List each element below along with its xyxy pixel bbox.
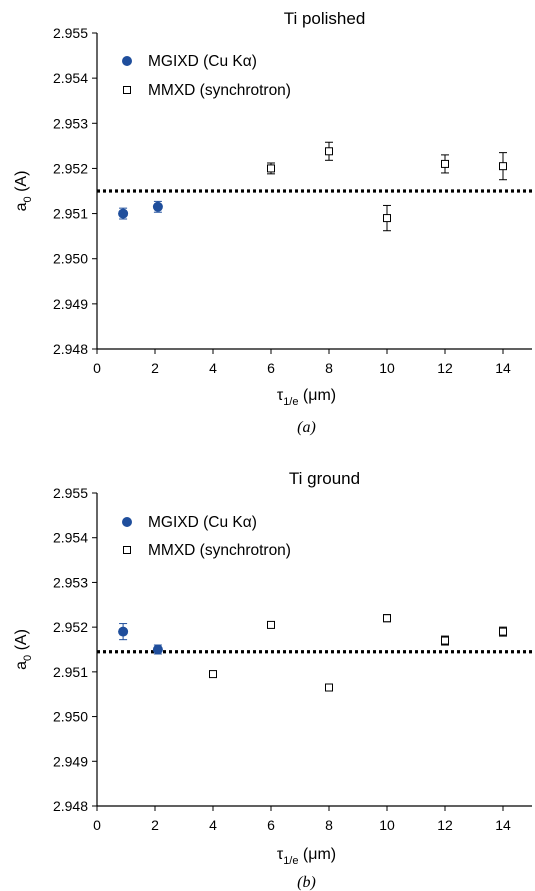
x-tick-label: 8 — [325, 817, 333, 833]
x-tick-label: 0 — [93, 360, 101, 376]
data-point — [499, 627, 507, 636]
data-point — [267, 620, 275, 629]
y-tick-label: 2.949 — [53, 296, 88, 312]
x-tick-label: 2 — [151, 817, 159, 833]
y-tick-label: 2.954 — [53, 530, 88, 546]
y-tick-label: 2.953 — [53, 574, 88, 590]
x-axis-label-base: τ — [277, 387, 284, 404]
x-tick-label: 2 — [151, 360, 159, 376]
y-axis-label-base: a — [13, 661, 30, 670]
legend-label: MMXD (synchrotron) — [148, 542, 291, 559]
x-axis-label: τ1/e (μm) — [277, 846, 336, 867]
series-1 — [209, 614, 507, 692]
y-tick-label: 2.948 — [53, 798, 88, 814]
data-point — [152, 644, 163, 655]
chart-panel-0: Ti polished 2.948 2.949 2.950 2.951 2.952 2.95… — [13, 9, 532, 436]
chart-title: Ti polished — [284, 9, 366, 28]
series-0 — [118, 623, 163, 655]
y-axis-label-sub: 0 — [22, 655, 34, 661]
x-axis-label-unit: (μm) — [298, 846, 336, 863]
chart-title: Ti ground — [289, 469, 360, 488]
y-axis-label-unit: (A) — [13, 629, 30, 655]
y-tick-label: 2.948 — [53, 341, 88, 357]
data-point — [441, 159, 449, 168]
x-tick-label: 6 — [267, 360, 275, 376]
x-tick-label: 4 — [209, 817, 217, 833]
y-axis-label: a0 (A) — [13, 171, 34, 212]
x-tick-label: 10 — [379, 360, 395, 376]
x-axis-label-sub: 1/e — [283, 855, 298, 867]
x-tick-label: 14 — [495, 360, 511, 376]
legend-label: MGIXD (Cu Kα) — [148, 514, 257, 531]
x-tick-label: 12 — [437, 817, 453, 833]
y-axis-label: a0 (A) — [13, 629, 34, 670]
data-point — [499, 162, 507, 171]
legend-marker — [122, 56, 132, 66]
y-tick-label: 2.950 — [53, 709, 88, 725]
y-tick-label: 2.951 — [53, 664, 88, 680]
y-tick-label: 2.950 — [53, 251, 88, 267]
data-point — [209, 670, 217, 679]
y-tick-label: 2.955 — [53, 25, 88, 41]
y-tick-label: 2.949 — [53, 753, 88, 769]
x-tick-label: 4 — [209, 360, 217, 376]
legend-marker — [123, 86, 131, 94]
series-1 — [267, 141, 507, 232]
figure-caption: (a) — [297, 419, 316, 436]
x-tick-label: 6 — [267, 817, 275, 833]
x-axis-label: τ1/e (μm) — [277, 387, 336, 408]
data-point — [325, 683, 333, 692]
x-axis-label-sub: 1/e — [283, 396, 298, 408]
chart-panel-1: Ti ground 2.948 2.949 2.950 2.951 2.952 2.953 2… — [13, 469, 532, 891]
x-tick-label: 12 — [437, 360, 453, 376]
legend-label: MMXD (synchrotron) — [148, 82, 291, 99]
y-tick-label: 2.952 — [53, 619, 88, 635]
figure-caption: (b) — [297, 874, 316, 891]
y-tick-label: 2.953 — [53, 115, 88, 131]
y-axis-label-base: a — [13, 202, 30, 211]
x-tick-label: 0 — [93, 817, 101, 833]
y-tick-label: 2.954 — [53, 70, 88, 86]
legend-marker — [122, 517, 132, 527]
legend-marker — [123, 546, 131, 554]
y-tick-label: 2.951 — [53, 206, 88, 222]
data-point — [267, 164, 275, 173]
y-axis-label-sub: 0 — [22, 196, 34, 202]
data-point — [325, 147, 333, 156]
x-tick-label: 8 — [325, 360, 333, 376]
data-point — [118, 208, 129, 219]
series-0 — [118, 200, 163, 220]
data-point — [441, 636, 449, 645]
x-axis-label-unit: (μm) — [298, 387, 336, 404]
x-tick-label: 14 — [495, 817, 511, 833]
data-point — [118, 626, 129, 637]
legend-label: MGIXD (Cu Kα) — [148, 53, 257, 70]
y-axis-label-unit: (A) — [13, 171, 30, 197]
x-axis-label-base: τ — [277, 846, 284, 863]
data-point — [152, 201, 163, 212]
data-point — [383, 614, 391, 623]
y-tick-label: 2.952 — [53, 160, 88, 176]
x-tick-label: 10 — [379, 817, 395, 833]
data-point — [383, 214, 391, 223]
y-tick-label: 2.955 — [53, 485, 88, 501]
